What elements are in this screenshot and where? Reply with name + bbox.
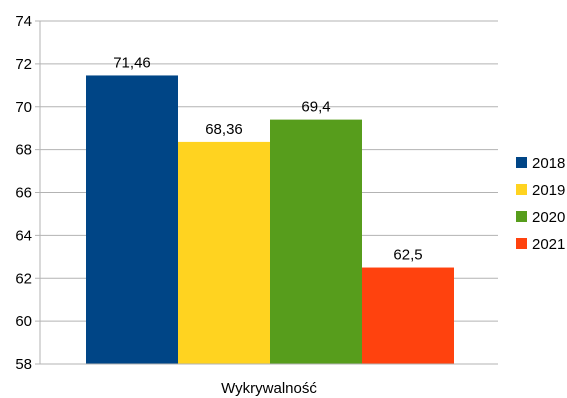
bars <box>86 75 454 365</box>
data-label-2019: 68,36 <box>205 121 243 138</box>
data-label-2018: 71,46 <box>113 54 151 71</box>
bar-2019 <box>178 141 270 364</box>
y-tick-label: 72 <box>15 56 32 73</box>
bar-2021 <box>362 267 454 364</box>
y-tick-label: 64 <box>15 227 32 244</box>
legend-label-2019: 2019 <box>532 182 565 199</box>
y-axis-ticks: 58 60 62 64 66 68 70 72 74 <box>15 13 32 373</box>
bar-2018 <box>86 75 178 365</box>
y-tick-label: 66 <box>15 185 32 202</box>
legend-label-2021: 2021 <box>532 236 565 253</box>
y-tick-label: 58 <box>15 356 32 373</box>
legend-swatch-2018 <box>516 157 527 168</box>
y-tick-label: 60 <box>15 313 32 330</box>
y-tick-label: 68 <box>15 142 32 159</box>
axes <box>39 21 498 365</box>
y-tick-label: 74 <box>15 13 32 30</box>
legend-label-2018: 2018 <box>532 155 565 172</box>
x-category-label: Wykrywalność <box>221 380 317 397</box>
data-label-2021: 62,5 <box>393 247 422 264</box>
legend-swatch-2019 <box>516 184 527 195</box>
y-tick-label: 70 <box>15 99 32 116</box>
data-labels: 71,46 68,36 69,4 62,5 <box>113 54 422 263</box>
bar-2020 <box>270 119 362 364</box>
legend-swatch-2021 <box>516 238 527 249</box>
legend-swatch-2020 <box>516 211 527 222</box>
y-tick-label: 62 <box>15 270 32 287</box>
data-label-2020: 69,4 <box>301 99 330 116</box>
legend-label-2020: 2020 <box>532 209 565 226</box>
legend: 2018 2019 2020 2021 <box>516 155 565 253</box>
